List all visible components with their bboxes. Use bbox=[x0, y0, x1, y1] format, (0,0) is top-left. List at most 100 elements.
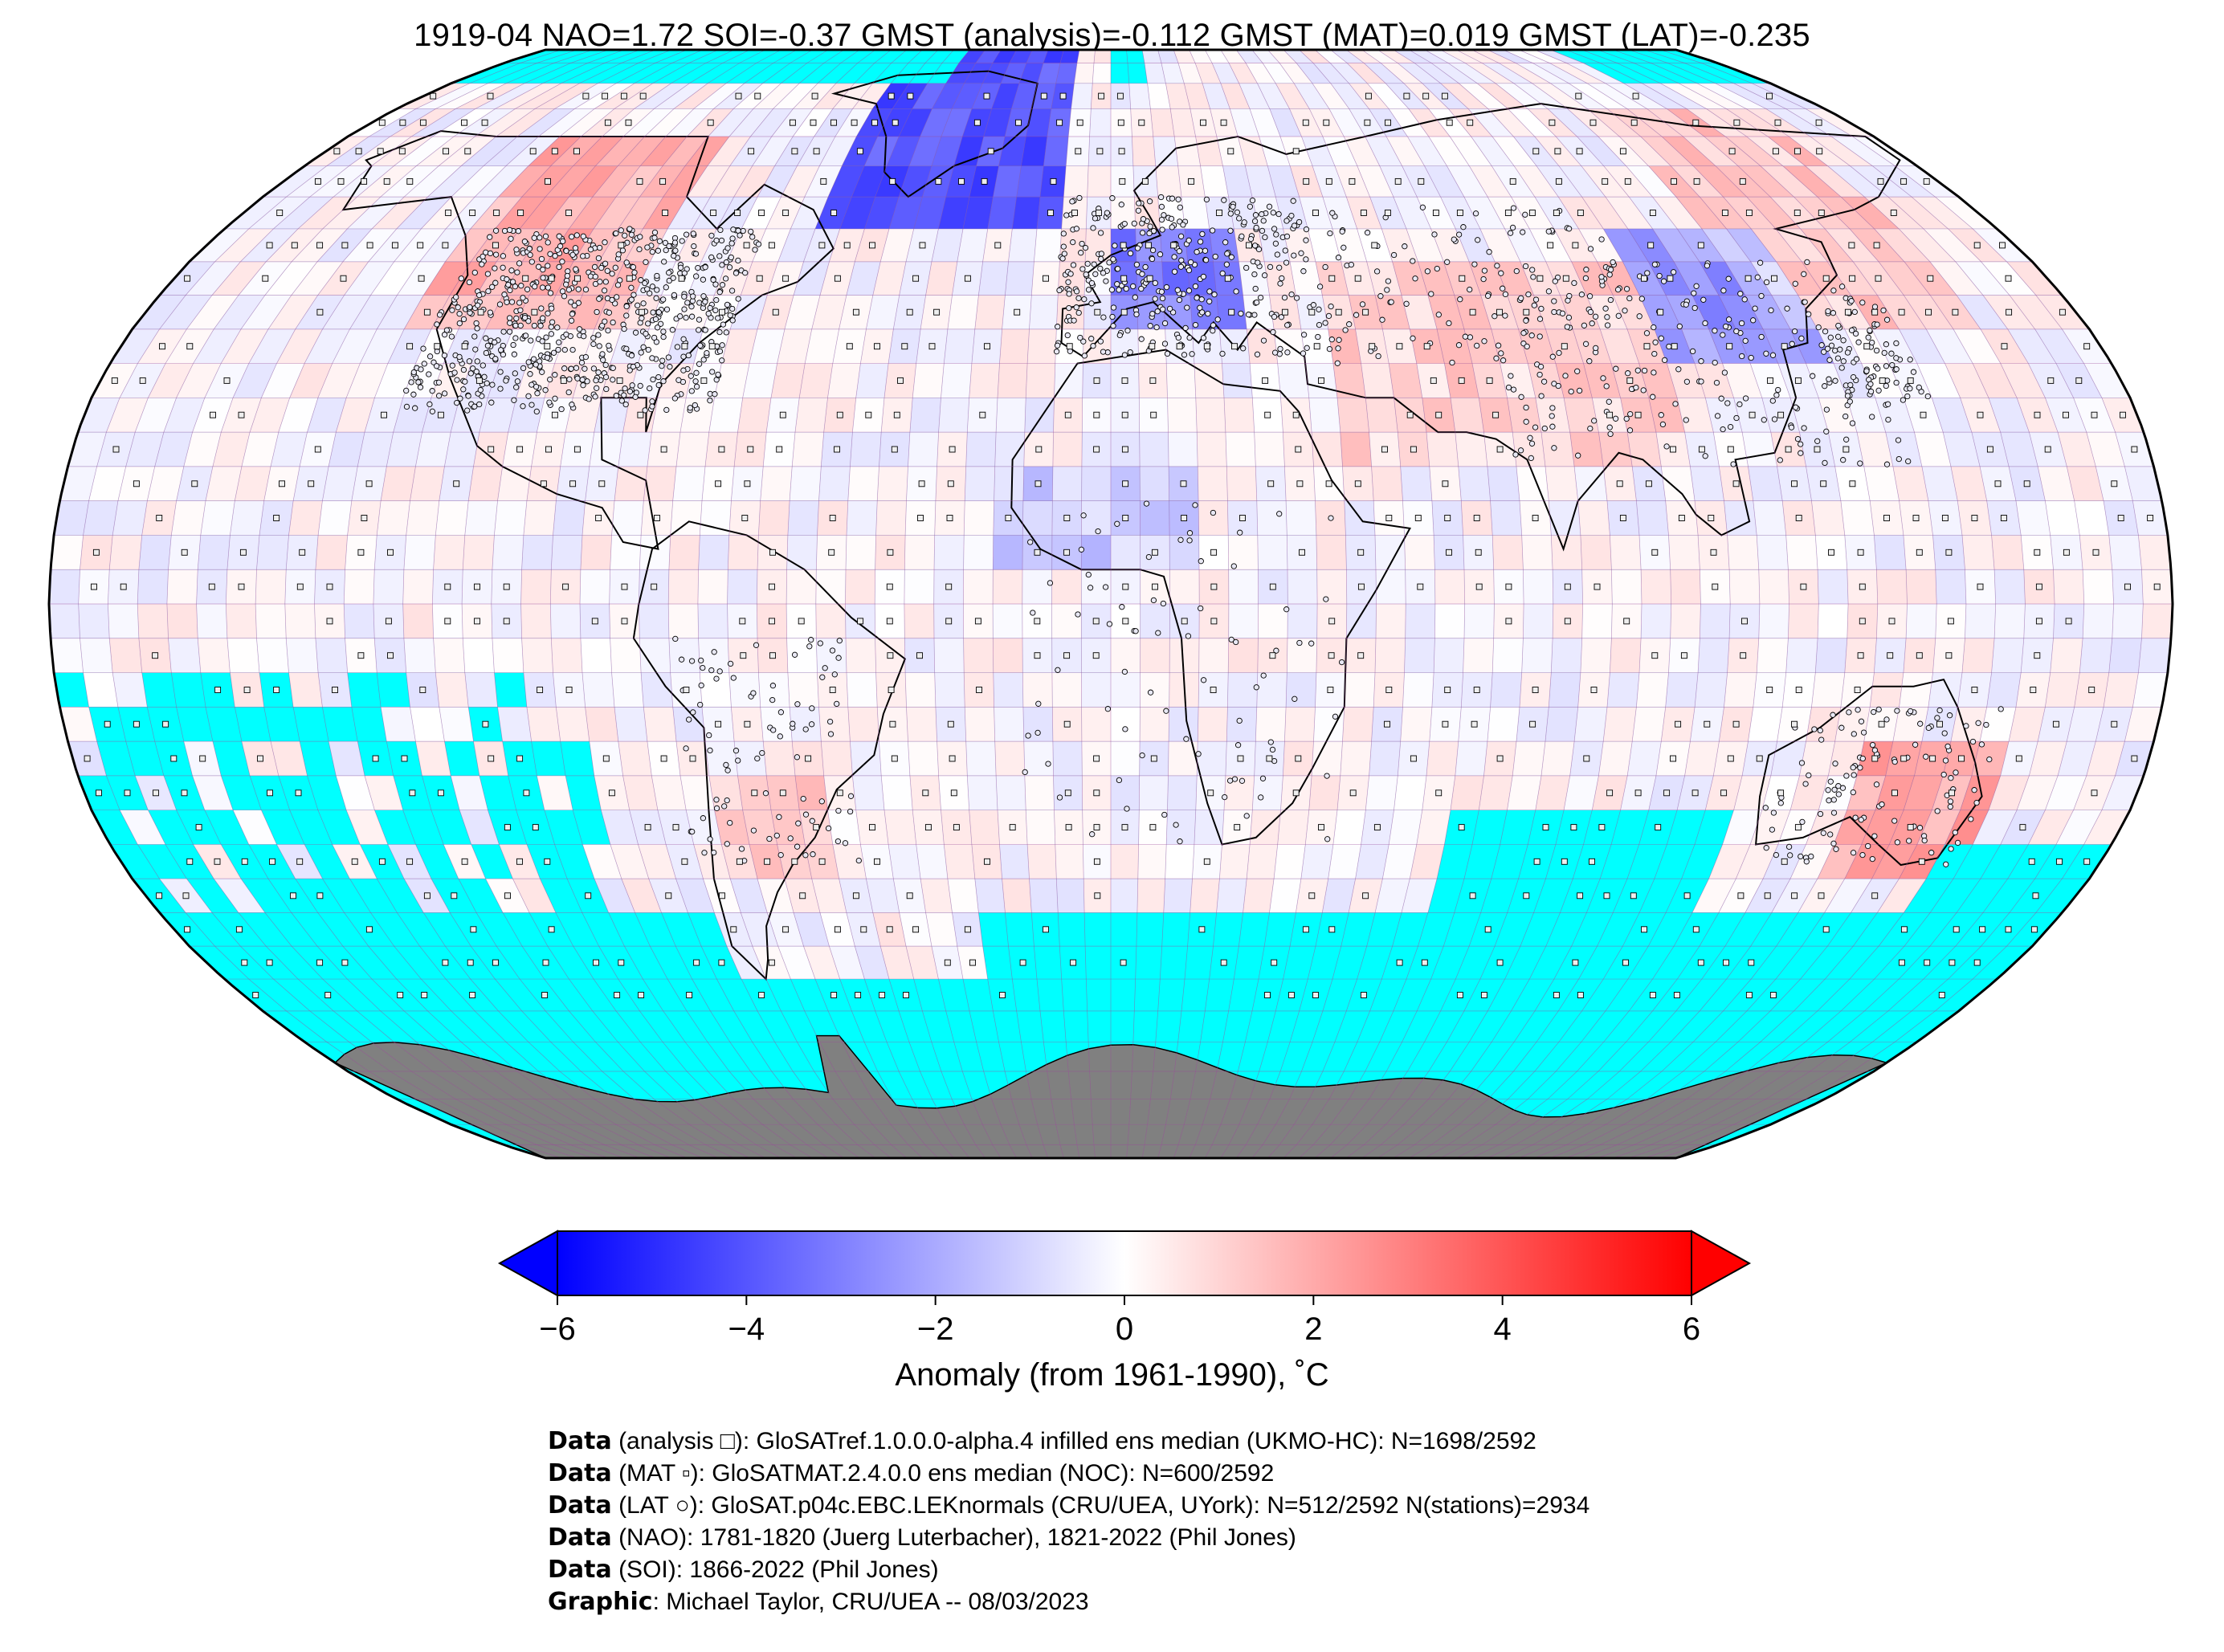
grid-cell bbox=[171, 500, 206, 536]
grid-cell bbox=[771, 363, 806, 398]
grid-cell bbox=[803, 946, 840, 980]
grid-cell bbox=[2086, 741, 2125, 776]
grid-cell bbox=[1705, 398, 1743, 433]
grid-cell bbox=[147, 466, 184, 501]
grid-cell bbox=[1111, 638, 1141, 673]
grid-cell bbox=[1926, 328, 1973, 364]
grid-cell bbox=[2083, 569, 2114, 604]
grid-cell bbox=[2045, 775, 2087, 810]
grid-cell bbox=[1991, 535, 2024, 570]
grid-cell bbox=[196, 604, 227, 638]
grid-cell bbox=[1111, 535, 1141, 570]
grid-cell bbox=[1355, 844, 1389, 879]
grid-cell bbox=[872, 261, 906, 296]
grid-cell bbox=[1899, 328, 1945, 364]
grid-cell bbox=[492, 638, 524, 673]
grid-cell bbox=[186, 261, 241, 296]
grid-cell bbox=[255, 569, 287, 604]
grid-cell bbox=[1870, 672, 1904, 708]
grid-cell bbox=[344, 569, 375, 604]
grid-cell bbox=[912, 363, 945, 398]
grid-cell bbox=[993, 604, 1022, 638]
grid-cell bbox=[1400, 707, 1432, 742]
grid-cell bbox=[2045, 672, 2080, 708]
grid-cell bbox=[1287, 638, 1317, 673]
grid-cell bbox=[2038, 466, 2075, 501]
grid-cell bbox=[1308, 398, 1341, 433]
grid-cell bbox=[1521, 638, 1553, 673]
grid-cell bbox=[1111, 707, 1141, 742]
grid-cell bbox=[214, 228, 274, 262]
grid-cell bbox=[1286, 500, 1316, 536]
grid-cell bbox=[1824, 879, 1872, 913]
grid-cell bbox=[941, 363, 972, 398]
grid-cell bbox=[1753, 500, 1786, 536]
grid-cell bbox=[1973, 810, 2018, 845]
grid-cell bbox=[1308, 228, 1341, 262]
grid-cell bbox=[137, 569, 169, 604]
grid-cell bbox=[760, 707, 793, 742]
grid-cell bbox=[1490, 672, 1522, 708]
grid-cell bbox=[1005, 261, 1034, 296]
grid-cell bbox=[1785, 638, 1818, 673]
grid-cell bbox=[1139, 775, 1169, 810]
grid-cell bbox=[135, 398, 177, 433]
grid-cell bbox=[847, 466, 879, 501]
grid-cell bbox=[916, 844, 948, 879]
grid-cell bbox=[1228, 604, 1259, 638]
grid-cell bbox=[1346, 604, 1377, 638]
grid-cell bbox=[1402, 672, 1434, 708]
grid-cell bbox=[668, 604, 699, 638]
grid-cell bbox=[1921, 466, 1958, 501]
grid-cell bbox=[1198, 466, 1228, 501]
grid-cell bbox=[668, 638, 700, 673]
grid-cell bbox=[944, 844, 975, 879]
grid-cell bbox=[1681, 328, 1723, 364]
grid-cell bbox=[1402, 295, 1438, 329]
grid-cell bbox=[2138, 535, 2172, 570]
grid-cell bbox=[866, 879, 900, 913]
grid-cell bbox=[1197, 741, 1227, 776]
grid-cell bbox=[880, 946, 914, 980]
grid-cell bbox=[601, 810, 639, 845]
grid-cell bbox=[580, 535, 612, 570]
grid-cell bbox=[978, 261, 1009, 296]
grid-cell bbox=[1775, 228, 1828, 262]
grid-cell bbox=[1322, 879, 1356, 913]
grid-cell bbox=[288, 672, 323, 708]
grid-cell bbox=[680, 775, 715, 810]
grid-cell bbox=[200, 500, 235, 536]
credit-line-lat: Data (LAT ○): GloSAT.p04c.EBC.LEKnormals… bbox=[548, 1491, 1590, 1519]
grid-cell bbox=[944, 328, 975, 364]
grid-cell bbox=[1885, 432, 1922, 467]
grid-cell bbox=[1541, 432, 1575, 467]
grid-cell bbox=[1879, 261, 1931, 296]
grid-cell bbox=[1479, 775, 1513, 810]
grid-cell bbox=[1916, 363, 1961, 398]
grid-cell bbox=[1518, 328, 1556, 364]
grid-cell bbox=[1022, 707, 1053, 742]
grid-cell bbox=[1243, 295, 1275, 329]
grid-cell bbox=[304, 328, 350, 364]
grid-cell bbox=[963, 535, 994, 570]
grid-cell bbox=[1166, 810, 1196, 845]
grid-cell bbox=[1638, 363, 1678, 398]
grid-cell bbox=[2000, 363, 2046, 398]
grid-cell bbox=[790, 197, 829, 229]
grid-cell bbox=[108, 604, 139, 638]
grid-cell bbox=[1165, 844, 1194, 879]
grid-cell bbox=[815, 569, 846, 604]
grid-cell bbox=[212, 432, 251, 467]
grid-cell bbox=[790, 707, 822, 742]
grid-cell bbox=[880, 228, 914, 262]
grid-cell bbox=[1375, 638, 1406, 673]
grid-cell bbox=[1603, 228, 1649, 262]
grid-cell bbox=[2067, 466, 2104, 501]
grid-cell bbox=[1081, 535, 1111, 570]
grid-cell bbox=[934, 638, 965, 673]
grid-cell bbox=[2045, 500, 2080, 536]
credit-line-graphic: Graphic: Michael Taylor, CRU/UEA -- 08/0… bbox=[548, 1588, 1089, 1616]
grid-cell bbox=[1914, 432, 1951, 467]
grid-cell bbox=[1022, 500, 1053, 536]
grid-cell bbox=[537, 775, 573, 810]
